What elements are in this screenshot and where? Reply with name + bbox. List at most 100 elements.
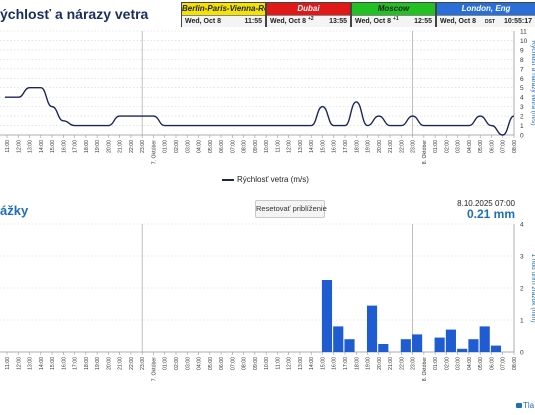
y-tick-label: 0 — [520, 350, 524, 357]
clock-row: Wed, Oct 8 11:55 — [182, 15, 265, 27]
x-tick-label: 16:00 — [332, 140, 338, 153]
print-label: Tla — [523, 401, 535, 410]
y-tick-label: 2 — [520, 114, 524, 121]
x-tick-label: 06:00 — [219, 357, 225, 370]
x-tick-label: 8. Október — [422, 357, 428, 381]
x-tick-label: 20:00 — [377, 140, 383, 153]
y-tick-label: 10 — [520, 38, 528, 45]
x-tick-label: 7. Október — [151, 140, 157, 164]
x-tick-label: 08:00 — [512, 357, 518, 370]
precip-bar — [468, 339, 479, 352]
x-tick-label: 22:00 — [129, 140, 135, 153]
clock-date: Wed, Oct 8 — [355, 18, 392, 25]
x-tick-label: 14:00 — [39, 357, 45, 370]
x-tick-label: 22:00 — [129, 357, 135, 370]
y-tick-label: 4 — [520, 95, 524, 102]
x-tick-label: 07:00 — [501, 140, 507, 153]
clock-date: Wed, Oct 8 — [270, 18, 307, 25]
x-tick-label: 03:00 — [185, 140, 191, 153]
precip-title: ážky — [0, 203, 29, 218]
x-tick-label: 19:00 — [366, 357, 372, 370]
x-tick-label: 02:00 — [174, 357, 180, 370]
precip-bar — [321, 280, 333, 352]
x-tick-label: 22:00 — [399, 140, 405, 153]
x-tick-label: 01:00 — [163, 140, 169, 153]
x-tick-label: 03:00 — [185, 357, 191, 370]
x-tick-label: 07:00 — [230, 357, 236, 370]
print-link[interactable]: Tla — [516, 401, 534, 410]
y-tick-label: 1 — [520, 123, 524, 130]
x-tick-label: 11:00 — [5, 140, 11, 153]
y-tick-label: 2 — [520, 286, 524, 293]
x-tick-label: 09:00 — [253, 357, 259, 370]
x-tick-label: 05:00 — [478, 140, 484, 153]
y-axis-title: 1 hod úhrn zrážok (mm) — [530, 254, 535, 323]
reset-zoom-button[interactable]: Resetovať priblíženie — [255, 200, 327, 218]
x-tick-label: 04:00 — [467, 357, 473, 370]
x-tick-label: 01:00 — [433, 140, 439, 153]
wind-chart[interactable]: 0 1 2 3 4 5 6 7 8 9 10 11 11:00 12:00 13:00 14:00 15:00 1… — [0, 0, 535, 175]
x-tick-label: 06:00 — [489, 140, 495, 153]
y-axis-title: Rýchlosť a nárazy vetra (m/s) — [530, 40, 535, 125]
x-tick-label: 16:00 — [332, 357, 338, 370]
x-tick-label: 17:00 — [343, 140, 349, 153]
clock-time: 11:55 — [244, 18, 262, 25]
wind-legend[interactable]: Rýchlosť vetra (m/s) — [222, 175, 309, 184]
x-tick-label: 18:00 — [354, 140, 360, 153]
x-tick-label: 17:00 — [343, 357, 349, 370]
precip-bar — [479, 326, 490, 352]
precip-chart[interactable]: 0 1 2 3 4 11:00 12:00 13:00 14:00 15:00 16:00 17:00… — [0, 218, 535, 413]
x-tick-label: 21:00 — [388, 140, 394, 153]
x-tick-label: 15:00 — [320, 140, 326, 153]
precip-bar — [457, 348, 468, 352]
precip-bar — [490, 345, 502, 352]
x-tick-label: 13:00 — [28, 140, 34, 153]
precip-bar — [400, 339, 411, 352]
clock-city: Moscow — [352, 3, 435, 15]
x-tick-label: 17:00 — [73, 357, 79, 370]
precip-bar — [333, 326, 344, 352]
x-tick-label: 10:00 — [264, 357, 270, 370]
clock-row: Wed, Oct 8 +2 13:55 — [267, 15, 350, 27]
x-tick-label: 04:00 — [197, 140, 203, 153]
x-tick-label: 15:00 — [50, 357, 56, 370]
x-tick-label: 20:00 — [106, 140, 112, 153]
clock-1: Dubai Wed, Oct 8 +2 13:55 — [266, 2, 351, 27]
x-tick-label: 16:00 — [61, 140, 67, 153]
x-tick-label: 21:00 — [388, 357, 394, 370]
x-tick-label: 20:00 — [377, 357, 383, 370]
x-tick-label: 18:00 — [354, 357, 360, 370]
precip-value: 0.21 mm — [466, 207, 515, 221]
y-tick-label: 9 — [520, 47, 524, 54]
x-tick-label: 05:00 — [478, 357, 484, 370]
precip-bar — [412, 334, 423, 352]
clock-time: 12:55 — [414, 18, 432, 25]
x-tick-label: 23:00 — [411, 140, 417, 153]
clock-city: Berlin-Paris-Vienna-Roma — [182, 3, 265, 15]
x-tick-label: 06:00 — [489, 357, 495, 370]
wind-series-line — [5, 87, 515, 136]
y-tick-label: 3 — [520, 104, 524, 111]
x-tick-label: 07:00 — [501, 357, 507, 370]
x-tick-label: 11:00 — [275, 140, 281, 153]
precip-timestamp: 8.10.2025 07:00 — [457, 199, 515, 208]
x-tick-label: 21:00 — [118, 357, 124, 370]
x-tick-label: 18:00 — [84, 357, 90, 370]
x-tick-label: 14:00 — [309, 357, 315, 370]
y-tick-label: 8 — [520, 57, 524, 64]
x-tick-label: 21:00 — [118, 140, 124, 153]
x-tick-label: 03:00 — [456, 357, 462, 370]
x-tick-label: 04:00 — [467, 140, 473, 153]
x-tick-label: 01:00 — [433, 357, 439, 370]
x-tick-label: 20:00 — [106, 357, 112, 370]
precip-bar — [434, 337, 445, 352]
x-tick-label: 23:00 — [140, 140, 146, 153]
x-tick-label: 07:00 — [230, 140, 236, 153]
legend-line-icon — [222, 178, 234, 181]
x-tick-label: 02:00 — [174, 140, 180, 153]
y-tick-label: 1 — [520, 318, 524, 325]
x-tick-label: 12:00 — [287, 357, 293, 370]
x-tick-label: 18:00 — [84, 140, 90, 153]
x-tick-label: 02:00 — [444, 357, 450, 370]
x-tick-label: 12:00 — [16, 140, 22, 153]
